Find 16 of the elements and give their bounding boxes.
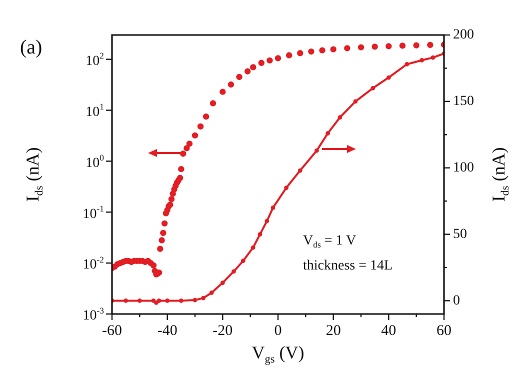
annotation: thickness = 14L bbox=[303, 258, 393, 274]
y2-tick-label: 200 bbox=[453, 28, 474, 43]
y2-tick-label: 100 bbox=[453, 160, 474, 176]
x-tick-label: 40 bbox=[381, 322, 396, 339]
y2-tick-label: 150 bbox=[453, 94, 474, 110]
x-tick-label: 20 bbox=[326, 322, 341, 339]
x-tick-label: -40 bbox=[157, 322, 178, 339]
x-tick-label: 0 bbox=[274, 322, 282, 339]
x-tick-label: 60 bbox=[436, 322, 452, 339]
text: (a) bbox=[20, 36, 42, 58]
y2-axis-title: Ids (nA) bbox=[488, 147, 512, 202]
y-axis-title: Ids (nA) bbox=[22, 147, 46, 202]
x-tick-label: -60 bbox=[102, 322, 122, 339]
y2-tick-label: 50 bbox=[453, 226, 467, 242]
y2-tick-label: 0 bbox=[453, 293, 460, 308]
x-tick-label: -20 bbox=[212, 322, 233, 339]
